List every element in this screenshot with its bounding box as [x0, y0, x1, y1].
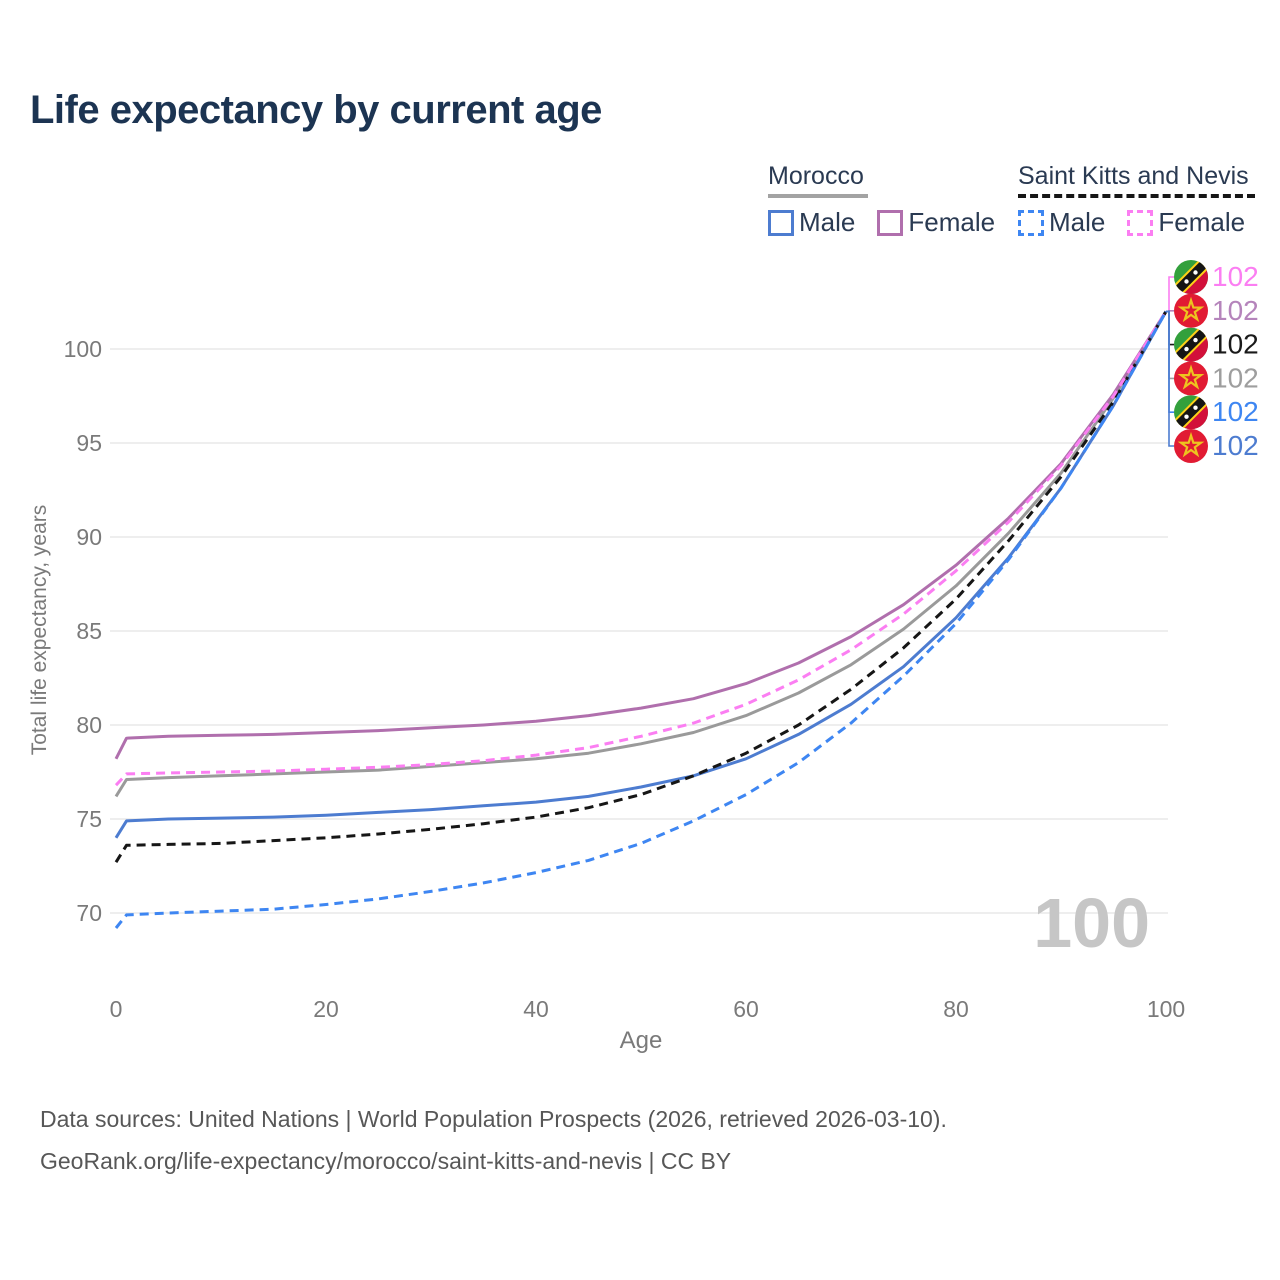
y-tick-80: 80 [76, 712, 102, 738]
data-sources-note: Data sources: United Nations | World Pop… [40, 1106, 947, 1132]
legend-label-skn-female: Female [1158, 207, 1246, 237]
saint-kitts-and-nevis-flag-icon [1174, 327, 1208, 362]
legend-underline-skn-dashed [1018, 194, 1255, 198]
y-axis-title: Total life expectancy, years [28, 505, 51, 756]
end-label-connector-0 [1166, 276, 1174, 313]
flag-star-2 [1193, 270, 1198, 275]
flag-star-1 [1184, 346, 1189, 352]
pentagram-star [1177, 364, 1205, 390]
attribution-link: GeoRank.org/life-expectancy/morocco/sain… [40, 1148, 732, 1174]
legend-swatch-skn-female [1127, 209, 1154, 236]
pentagram-star [1177, 431, 1205, 458]
end-label-value-5: 102 [1212, 430, 1259, 461]
age-counter-watermark: 100 [1033, 884, 1150, 962]
x-tick-100: 100 [1147, 996, 1185, 1022]
y-tick-70: 70 [76, 900, 102, 926]
legend-label-skn-male: Male [1049, 207, 1106, 237]
x-tick-60: 60 [733, 996, 759, 1022]
flag-field [1174, 361, 1208, 396]
flag-field [1174, 293, 1208, 328]
legend-items-skn: Male Female [1018, 207, 1267, 238]
saint-kitts-and-nevis-flag-icon [1174, 395, 1208, 430]
end-label-connector-5 [1166, 310, 1174, 447]
morocco-flag-icon [1174, 361, 1208, 396]
saint-kitts-and-nevis-flag-icon [1174, 260, 1208, 294]
end-label-value-2: 102 [1212, 329, 1259, 360]
flag-field [1174, 429, 1208, 463]
morocco-flag-icon [1174, 429, 1208, 463]
legend-item-morocco-female[interactable]: Female [877, 207, 995, 238]
x-tick-40: 40 [523, 996, 549, 1022]
series-skn-female[interactable] [114, 310, 1168, 787]
legend-group-morocco: Morocco Male Female [768, 162, 1017, 238]
y-tick-95: 95 [76, 430, 102, 456]
y-tick-90: 90 [76, 524, 102, 550]
y-tick-75: 75 [76, 806, 102, 832]
x-tick-20: 20 [313, 996, 339, 1022]
end-label-connector-2 [1166, 310, 1174, 346]
series-morocco-female[interactable] [114, 310, 1168, 760]
morocco-flag-icon [1174, 293, 1208, 328]
life-expectancy-chart[interactable]: 70 75 80 85 90 95 100 0 20 40 60 80 100 Age Total life… [0, 240, 1280, 1080]
x-axis-title: Age [620, 1027, 663, 1054]
flag-star-1 [1184, 414, 1189, 419]
legend-swatch-morocco-female [877, 209, 904, 236]
flag-clipped-group [1174, 395, 1208, 430]
series-morocco-male[interactable] [114, 310, 1168, 839]
y-tick-100: 100 [64, 336, 102, 362]
legend-items-morocco: Male Female [768, 207, 1017, 238]
pentagram-star [1177, 296, 1205, 323]
end-label-value-3: 102 [1212, 362, 1259, 393]
flag-star-2 [1193, 405, 1198, 410]
x-tick-0: 0 [110, 996, 123, 1022]
legend-label-morocco-male: Male [799, 207, 856, 237]
flag-star-2 [1193, 337, 1198, 343]
series-morocco-total[interactable] [114, 310, 1168, 798]
legend-swatch-morocco-male [768, 209, 794, 236]
flag-clipped-group [1174, 327, 1208, 362]
y-tick-85: 85 [76, 618, 102, 644]
legend-underline-morocco-solid [768, 194, 868, 198]
legend-country-morocco[interactable]: Morocco [768, 162, 864, 190]
flag-star-1 [1184, 279, 1189, 284]
series-skn-total[interactable] [114, 310, 1168, 863]
legend-country-saint-kitts-and-nevis[interactable]: Saint Kitts and Nevis [1018, 162, 1249, 190]
series-skn-male[interactable] [114, 310, 1168, 929]
legend-swatch-skn-male [1018, 209, 1044, 236]
end-label-value-1: 102 [1212, 295, 1259, 326]
end-label-connector-4 [1166, 310, 1174, 413]
legend-label-morocco-female: Female [908, 207, 996, 237]
end-label-value-4: 102 [1212, 396, 1259, 427]
legend-item-skn-female[interactable]: Female [1127, 207, 1245, 238]
page-title: Life expectancy by current age [30, 88, 602, 132]
end-label-value-0: 102 [1212, 261, 1259, 292]
legend-item-skn-male[interactable]: Male [1018, 207, 1105, 238]
x-tick-80: 80 [943, 996, 969, 1022]
flag-clipped-group [1174, 260, 1208, 294]
legend-item-morocco-male[interactable]: Male [768, 207, 855, 238]
legend-group-saint-kitts-and-nevis: Saint Kitts and Nevis Male Female [1018, 162, 1267, 238]
